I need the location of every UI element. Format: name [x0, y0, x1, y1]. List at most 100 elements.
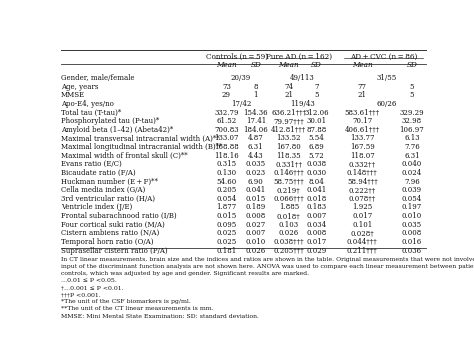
Text: controls, which was adjusted by age and gender. Significant results are marked.: controls, which was adjusted by age and … [61, 271, 309, 276]
Text: Controls (n = 59): Controls (n = 59) [206, 53, 268, 61]
Text: 0.008: 0.008 [402, 229, 422, 237]
Text: 0.101: 0.101 [352, 221, 373, 229]
Text: 0.035: 0.035 [402, 221, 422, 229]
Text: …0.01 ≤ P <0.05.: …0.01 ≤ P <0.05. [61, 278, 117, 284]
Text: 0.023: 0.023 [246, 169, 266, 177]
Text: Cella media index (G/A): Cella media index (G/A) [61, 186, 146, 194]
Text: 0.041: 0.041 [246, 186, 266, 194]
Text: 0.026: 0.026 [246, 246, 266, 254]
Text: 0.148†††: 0.148††† [347, 169, 378, 177]
Text: SD: SD [311, 61, 322, 69]
Text: 0.044†††: 0.044††† [347, 238, 378, 246]
Text: 0.028†: 0.028† [350, 229, 374, 237]
Text: 6.13: 6.13 [404, 134, 419, 142]
Text: Ventricle index (J/E): Ventricle index (J/E) [61, 203, 132, 211]
Text: 0.103: 0.103 [279, 221, 299, 229]
Text: 6.31: 6.31 [404, 152, 419, 160]
Text: 7: 7 [314, 83, 319, 91]
Text: 0.219†: 0.219† [277, 186, 301, 194]
Text: In CT linear measurements, brain size and the indices and ratios are shown in th: In CT linear measurements, brain size an… [61, 257, 474, 262]
Text: 21: 21 [284, 91, 293, 99]
Text: 4.43: 4.43 [248, 152, 264, 160]
Text: 0.007: 0.007 [306, 212, 327, 220]
Text: 3rd ventricular ratio (H/A): 3rd ventricular ratio (H/A) [61, 195, 155, 203]
Text: 0.183: 0.183 [306, 203, 327, 211]
Text: Cistern ambiens ratio (N/A): Cistern ambiens ratio (N/A) [61, 229, 159, 237]
Text: 0.030: 0.030 [306, 169, 327, 177]
Text: 329.29: 329.29 [400, 108, 424, 117]
Text: 0.010: 0.010 [402, 212, 422, 220]
Text: Phosphorylated tau (P-tau)*: Phosphorylated tau (P-tau)* [61, 117, 159, 125]
Text: 0.024: 0.024 [402, 169, 422, 177]
Text: 0.146†††: 0.146††† [273, 169, 304, 177]
Text: 0.010: 0.010 [246, 238, 266, 246]
Text: 0.130: 0.130 [216, 169, 237, 177]
Text: 87.88: 87.88 [306, 126, 327, 134]
Text: 60/26: 60/26 [377, 100, 397, 108]
Text: 7.96: 7.96 [404, 177, 420, 186]
Text: 0.017: 0.017 [352, 212, 373, 220]
Text: **The unit of the CT linear measurements is mm.: **The unit of the CT linear measurements… [61, 306, 214, 312]
Text: 0.034: 0.034 [306, 221, 327, 229]
Text: 5.54: 5.54 [309, 134, 324, 142]
Text: 0.035: 0.035 [246, 160, 266, 168]
Text: 54.60: 54.60 [216, 177, 237, 186]
Text: 583.61†††: 583.61††† [345, 108, 380, 117]
Text: 0.007: 0.007 [246, 229, 266, 237]
Text: Total tau (T-tau)*: Total tau (T-tau)* [61, 108, 121, 117]
Text: Maximal longitudinal intracranial width (B)**: Maximal longitudinal intracranial width … [61, 143, 222, 151]
Text: 118.16: 118.16 [214, 152, 239, 160]
Text: 4.87: 4.87 [248, 134, 264, 142]
Text: 1: 1 [254, 91, 258, 99]
Text: 5: 5 [314, 91, 319, 99]
Text: 17.41: 17.41 [246, 117, 266, 125]
Text: 406.61†††: 406.61††† [345, 126, 380, 134]
Text: 0.025: 0.025 [216, 238, 237, 246]
Text: 58.75†††: 58.75††† [273, 177, 304, 186]
Text: 312.06: 312.06 [304, 108, 328, 117]
Text: 6.90: 6.90 [248, 177, 264, 186]
Text: 0.017: 0.017 [306, 238, 327, 246]
Text: Mean: Mean [216, 61, 237, 69]
Text: 0.066†††: 0.066††† [273, 195, 304, 203]
Text: 29: 29 [222, 91, 231, 99]
Text: 133.07: 133.07 [214, 134, 238, 142]
Text: 0.181: 0.181 [216, 246, 237, 254]
Text: 0.095: 0.095 [216, 221, 237, 229]
Text: 412.81†††: 412.81††† [271, 126, 307, 134]
Text: 106.97: 106.97 [400, 126, 424, 134]
Text: input of the discriminant function analysis are not shown here. ANOVA was used t: input of the discriminant function analy… [61, 264, 474, 270]
Text: 0.015: 0.015 [246, 195, 266, 203]
Text: 0.018: 0.018 [306, 195, 327, 203]
Text: 636.21†††: 636.21††† [271, 108, 306, 117]
Text: †…0.001 ≤ P <0.01.: †…0.001 ≤ P <0.01. [61, 285, 124, 290]
Text: 21: 21 [358, 91, 367, 99]
Text: Mean: Mean [352, 61, 373, 69]
Text: MMSE: Mini Mental State Examination; SD: standard deviation.: MMSE: Mini Mental State Examination; SD:… [61, 313, 259, 318]
Text: *The unit of the CSF biomarkers is pg/ml.: *The unit of the CSF biomarkers is pg/ml… [61, 299, 191, 304]
Text: Age, years: Age, years [61, 83, 99, 91]
Text: 61.52: 61.52 [216, 117, 237, 125]
Text: 0.036: 0.036 [402, 246, 422, 254]
Text: 0.025: 0.025 [216, 229, 237, 237]
Text: 17/42: 17/42 [231, 100, 251, 108]
Text: 77: 77 [358, 83, 367, 91]
Text: Four cortical suki ratio (M/A): Four cortical suki ratio (M/A) [61, 221, 165, 229]
Text: 0.026: 0.026 [279, 229, 299, 237]
Text: 0.016: 0.016 [402, 238, 422, 246]
Text: Huckman number (E + F)**: Huckman number (E + F)** [61, 177, 158, 186]
Text: 0.197: 0.197 [402, 203, 422, 211]
Text: Apo-E4, yes/no: Apo-E4, yes/no [61, 100, 114, 108]
Text: 0.078††: 0.078†† [349, 195, 376, 203]
Text: 118.07: 118.07 [350, 152, 374, 160]
Text: 7.76: 7.76 [404, 143, 420, 151]
Text: 74: 74 [284, 83, 293, 91]
Text: Maximal width of frontal skull (C)**: Maximal width of frontal skull (C)** [61, 152, 188, 160]
Text: 0.008: 0.008 [306, 229, 327, 237]
Text: 70.17: 70.17 [352, 117, 373, 125]
Text: 700.83: 700.83 [214, 126, 239, 134]
Text: 0.027: 0.027 [246, 221, 266, 229]
Text: 0.054: 0.054 [216, 195, 237, 203]
Text: SD: SD [250, 61, 261, 69]
Text: 168.88: 168.88 [214, 143, 239, 151]
